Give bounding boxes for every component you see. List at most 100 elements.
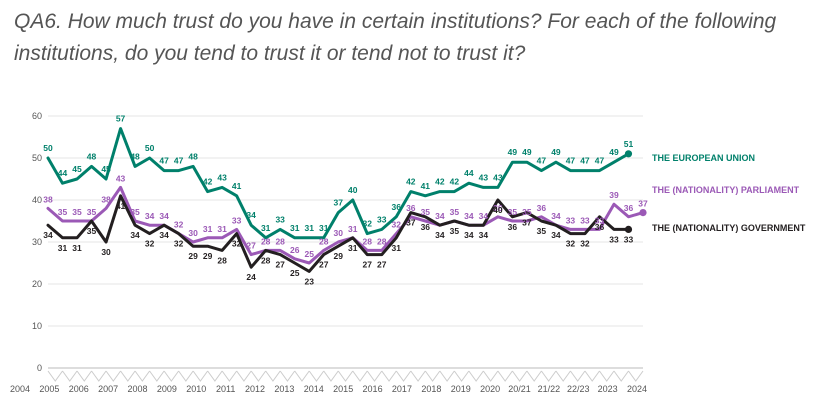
data-label-eu: 47 (174, 156, 184, 166)
x-tick-mark (526, 370, 542, 382)
x-tick-mark (62, 370, 78, 382)
data-label-parliament: 26 (290, 245, 300, 255)
x-tick-label: 2024 (627, 384, 647, 394)
data-label-eu: 41 (232, 181, 242, 191)
data-label-parliament: 34 (479, 211, 489, 221)
series-label-parliament: THE (NATIONALITY) PARLIAMENT (652, 185, 800, 195)
x-tick-mark (163, 370, 180, 382)
data-label-government: 25 (290, 268, 300, 278)
data-label-government: 29 (203, 251, 213, 261)
data-label-parliament: 34 (551, 211, 561, 221)
data-label-government: 28 (261, 255, 271, 265)
data-label-government: 31 (348, 243, 358, 253)
data-label-government: 34 (551, 230, 561, 240)
data-label-government: 34 (159, 230, 169, 240)
data-label-eu: 37 (334, 198, 344, 208)
x-tick-label: 20/21 (508, 384, 531, 394)
x-tick-mark (628, 370, 644, 382)
data-label-government: 27 (275, 260, 285, 270)
data-label-parliament: 37 (638, 199, 648, 209)
data-label-government: 36 (508, 222, 518, 232)
data-label-parliament: 34 (145, 211, 155, 221)
data-label-parliament: 38 (43, 194, 53, 204)
x-tick-mark (570, 370, 586, 382)
x-tick-mark (279, 370, 296, 382)
data-label-eu: 42 (435, 177, 445, 187)
x-tick-mark (323, 370, 339, 382)
data-label-government: 32 (566, 239, 576, 249)
data-label-parliament: 28 (261, 236, 271, 246)
data-label-parliament: 31 (203, 224, 213, 234)
data-label-eu: 50 (43, 143, 53, 153)
data-label-parliament: 33 (595, 215, 605, 225)
data-label-eu: 44 (464, 168, 474, 178)
y-tick-label: 30 (32, 237, 42, 247)
data-label-parliament: 34 (464, 211, 474, 221)
data-label-eu: 51 (624, 139, 634, 149)
data-label-parliament: 35 (130, 207, 140, 217)
data-label-eu: 48 (188, 151, 198, 161)
x-tick-label: 2013 (274, 384, 294, 394)
data-label-eu: 48 (130, 151, 140, 161)
x-tick-label: 2009 (157, 384, 177, 394)
y-tick-label: 40 (32, 195, 42, 205)
data-label-eu: 47 (159, 156, 169, 166)
data-label-eu: 48 (87, 151, 97, 161)
x-tick-label: 2015 (333, 384, 353, 394)
x-tick-mark (149, 370, 165, 382)
data-label-parliament: 36 (624, 203, 634, 213)
x-tick-mark (410, 370, 426, 382)
question-text: QA6. How much trust do you have in certa… (14, 10, 777, 65)
x-tick-label: 2014 (304, 384, 324, 394)
data-label-government: 31 (392, 243, 402, 253)
x-tick-label: 2011 (216, 384, 235, 394)
data-label-government: 28 (217, 255, 227, 265)
x-tick-label: 21/22 (538, 384, 561, 394)
data-label-government: 35 (450, 226, 460, 236)
x-tick-mark (613, 370, 629, 382)
x-tick-label: 2006 (69, 384, 89, 394)
data-label-eu: 49 (522, 147, 532, 157)
x-tick-mark (468, 370, 484, 382)
x-tick-mark (120, 370, 136, 382)
series-label-government: THE (NATIONALITY) GOVERNMENT (652, 223, 806, 233)
data-label-eu: 43 (479, 172, 489, 182)
data-label-eu: 42 (406, 177, 416, 187)
data-label-parliament: 27 (246, 241, 256, 251)
data-label-government: 36 (595, 222, 605, 232)
data-label-eu: 31 (261, 223, 271, 233)
data-label-government: 30 (101, 247, 111, 257)
data-label-eu: 45 (72, 164, 82, 174)
data-label-eu: 40 (348, 185, 358, 195)
x-tick-label: 2019 (451, 384, 471, 394)
data-label-eu: 44 (58, 168, 68, 178)
x-tick-label: 2020 (480, 384, 500, 394)
x-tick-mark (221, 370, 238, 382)
data-label-parliament: 33 (232, 215, 242, 225)
data-label-eu: 31 (304, 223, 314, 233)
x-tick-label: 2007 (98, 384, 118, 394)
data-label-government: 32 (145, 239, 155, 249)
data-label-eu: 47 (580, 156, 590, 166)
x-tick-label: 2023 (598, 384, 618, 394)
x-tick-mark (352, 370, 368, 382)
x-tick-mark (337, 370, 354, 382)
x-tick-mark (47, 370, 63, 382)
data-label-parliament: 35 (58, 207, 68, 217)
data-label-parliament: 34 (435, 211, 445, 221)
data-label-eu: 36 (392, 202, 402, 212)
data-label-government: 41 (116, 201, 126, 211)
x-tick-mark (599, 370, 615, 382)
data-label-government: 27 (363, 260, 373, 270)
data-label-government: 33 (624, 234, 634, 244)
x-tick-label: 2005 (39, 384, 59, 394)
series-line-eu (46, 127, 630, 240)
data-label-eu: 43 (217, 172, 227, 182)
x-tick-mark (91, 370, 107, 382)
data-label-government: 27 (377, 260, 387, 270)
data-label-parliament: 36 (493, 203, 503, 213)
y-tick-label: 10 (32, 321, 42, 331)
data-label-government: 34 (130, 230, 140, 240)
data-label-parliament: 28 (363, 236, 373, 246)
y-tick-label: 60 (32, 111, 42, 121)
